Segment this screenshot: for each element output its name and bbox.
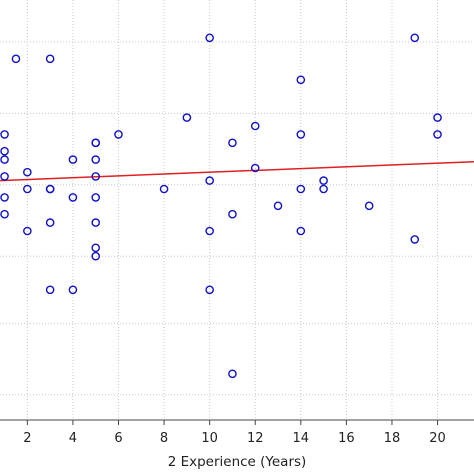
data-point: [205, 176, 214, 185]
data-point: [0, 155, 9, 164]
data-point: [114, 130, 123, 139]
x-tick-label: 14: [293, 431, 310, 446]
data-point: [45, 218, 55, 227]
data-point: [91, 243, 101, 253]
data-point: [410, 33, 420, 43]
data-point: [68, 193, 78, 202]
data-point: [0, 172, 9, 181]
data-point: [228, 369, 237, 379]
data-point: [228, 209, 237, 219]
data-point: [91, 138, 101, 148]
grid: [0, 0, 474, 420]
data-point: [0, 130, 9, 139]
data-point: [91, 155, 101, 164]
data-point: [319, 184, 328, 194]
x-tick-label: 8: [160, 431, 168, 446]
trend-line: [0, 160, 474, 182]
data-point: [0, 146, 9, 156]
x-axis-title: 2 Experience (Years): [168, 454, 307, 470]
data-point: [91, 193, 101, 202]
x-tick-label: 12: [247, 431, 264, 446]
trend-line-group: [0, 160, 474, 182]
data-point: [45, 285, 55, 295]
x-tick-label: 10: [201, 431, 218, 446]
data-point: [273, 201, 283, 211]
data-point: [319, 176, 328, 185]
data-point: [364, 201, 374, 211]
data-point: [68, 155, 78, 164]
data-point: [296, 184, 306, 194]
data-point: [296, 130, 306, 139]
x-tick-label: 18: [384, 431, 401, 446]
data-point: [205, 33, 214, 43]
data-point: [11, 54, 21, 64]
data-point: [205, 226, 214, 236]
x-axis-ticks: 2 4 6 8 10 12 14 16 18 20: [23, 420, 446, 446]
data-point: [23, 184, 32, 194]
data-point: [182, 113, 192, 122]
data-point: [228, 138, 237, 148]
x-tick-label: 20: [429, 431, 446, 446]
data-point: [91, 172, 101, 181]
data-point: [296, 75, 306, 85]
data-point: [433, 130, 442, 139]
data-point: [91, 218, 101, 227]
data-point: [159, 184, 169, 194]
x-tick-label: 2: [23, 431, 31, 446]
data-point: [91, 251, 101, 261]
x-tick-label: 6: [114, 431, 122, 446]
data-point: [205, 285, 214, 295]
data-point: [0, 193, 9, 202]
data-point: [250, 121, 260, 131]
data-point: [23, 226, 32, 236]
data-point: [45, 184, 55, 194]
data-points: [0, 33, 442, 379]
data-point: [0, 209, 9, 219]
x-tick-label: 4: [69, 431, 77, 446]
data-point: [433, 113, 442, 122]
data-point: [23, 167, 32, 177]
data-point: [45, 54, 55, 64]
data-point: [68, 285, 78, 295]
data-point: [296, 226, 306, 236]
data-point: [410, 235, 420, 244]
data-point: [250, 163, 260, 173]
x-tick-label: 16: [338, 431, 355, 446]
